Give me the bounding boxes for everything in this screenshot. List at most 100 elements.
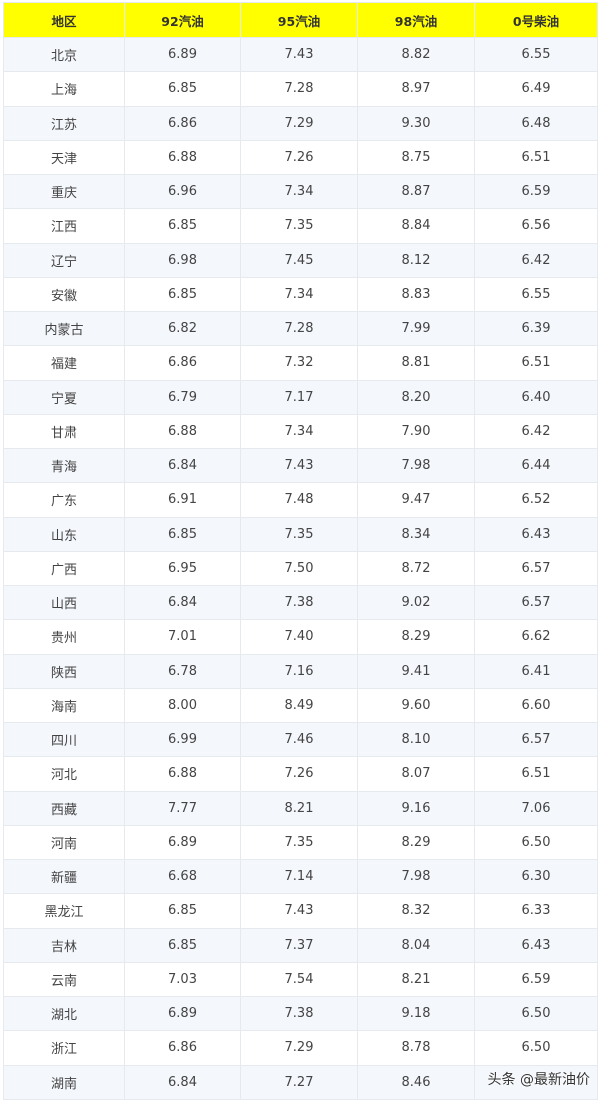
cell-price-92: 6.85	[124, 927, 241, 963]
cell-price-95: 7.43	[240, 36, 358, 73]
cell-price-95: 7.26	[240, 139, 358, 176]
cell-price-98: 8.20	[357, 379, 475, 415]
cell-price-98: 9.41	[357, 653, 475, 689]
cell-price-98: 9.02	[357, 584, 475, 621]
cell-region: 江西	[3, 208, 125, 244]
table-row: 辽宁 6.98 7.45 8.12 6.42	[3, 242, 598, 278]
table-row: 上海 6.85 7.28 8.97 6.49	[3, 71, 598, 107]
table-row: 贵州 7.01 7.40 8.29 6.62	[3, 619, 598, 655]
table-row: 浙江 6.86 7.29 8.78 6.50	[3, 1030, 598, 1066]
header-98: 98汽油	[357, 2, 475, 38]
cell-price-98: 8.46	[357, 1064, 475, 1100]
table-row: 云南 7.03 7.54 8.21 6.59	[3, 961, 598, 998]
cell-price-diesel: 6.51	[474, 345, 598, 381]
cell-price-diesel: 6.55	[474, 36, 598, 73]
cell-price-98: 8.07	[357, 756, 475, 792]
cell-price-95: 8.21	[240, 790, 358, 826]
cell-price-92: 6.85	[124, 516, 241, 552]
cell-region: 陕西	[3, 653, 125, 689]
cell-price-92: 6.68	[124, 858, 241, 895]
table-row: 宁夏 6.79 7.17 8.20 6.40	[3, 379, 598, 415]
table-row: 湖北 6.89 7.38 9.18 6.50	[3, 995, 598, 1032]
cell-price-95: 7.35	[240, 516, 358, 552]
cell-region: 浙江	[3, 1030, 125, 1066]
cell-price-diesel: 6.43	[474, 927, 598, 963]
cell-region: 河北	[3, 756, 125, 792]
cell-price-98: 8.72	[357, 550, 475, 587]
cell-price-92: 6.96	[124, 173, 241, 210]
cell-region: 内蒙古	[3, 310, 125, 347]
cell-price-95: 7.46	[240, 721, 358, 758]
cell-price-98: 8.21	[357, 961, 475, 998]
cell-region: 贵州	[3, 619, 125, 655]
cell-price-92: 6.89	[124, 995, 241, 1032]
cell-price-diesel: 6.41	[474, 653, 598, 689]
table-row: 陕西 6.78 7.16 9.41 6.41	[3, 653, 598, 689]
cell-price-95: 7.28	[240, 71, 358, 107]
cell-price-92: 8.00	[124, 687, 241, 724]
table-row: 河南 6.89 7.35 8.29 6.50	[3, 824, 598, 861]
cell-price-92: 6.84	[124, 584, 241, 621]
cell-region: 宁夏	[3, 379, 125, 415]
cell-region: 江苏	[3, 105, 125, 141]
cell-price-98: 7.90	[357, 413, 475, 450]
cell-region: 湖北	[3, 995, 125, 1032]
cell-price-98: 8.32	[357, 893, 475, 929]
table-row: 西藏 7.77 8.21 9.16 7.06	[3, 790, 598, 826]
cell-price-98: 9.18	[357, 995, 475, 1032]
cell-price-92: 6.84	[124, 447, 241, 484]
cell-price-92: 6.85	[124, 208, 241, 244]
cell-price-92: 6.88	[124, 756, 241, 792]
table-row: 四川 6.99 7.46 8.10 6.57	[3, 721, 598, 758]
cell-price-98: 8.83	[357, 276, 475, 313]
cell-price-92: 6.89	[124, 824, 241, 861]
header-diesel: 0号柴油	[474, 2, 598, 38]
cell-price-diesel: 6.60	[474, 687, 598, 724]
table-row: 湖南 6.84 7.27 8.46	[3, 1064, 598, 1100]
table-row: 江西 6.85 7.35 8.84 6.56	[3, 208, 598, 244]
cell-region: 辽宁	[3, 242, 125, 278]
cell-price-95: 7.37	[240, 927, 358, 963]
cell-price-diesel: 6.33	[474, 893, 598, 929]
table-row: 河北 6.88 7.26 8.07 6.51	[3, 756, 598, 792]
cell-price-95: 7.35	[240, 208, 358, 244]
cell-price-92: 7.77	[124, 790, 241, 826]
cell-region: 海南	[3, 687, 125, 724]
cell-price-92: 6.85	[124, 276, 241, 313]
cell-price-95: 7.48	[240, 482, 358, 518]
cell-region: 福建	[3, 345, 125, 381]
cell-region: 黑龙江	[3, 893, 125, 929]
cell-price-diesel	[474, 1064, 598, 1100]
table-row: 安徽 6.85 7.34 8.83 6.55	[3, 276, 598, 313]
cell-price-92: 6.79	[124, 379, 241, 415]
cell-region: 四川	[3, 721, 125, 758]
cell-price-92: 6.89	[124, 36, 241, 73]
header-region: 地区	[3, 2, 125, 38]
cell-price-92: 6.78	[124, 653, 241, 689]
cell-price-95: 7.17	[240, 379, 358, 415]
cell-region: 天津	[3, 139, 125, 176]
cell-region: 吉林	[3, 927, 125, 963]
cell-price-diesel: 6.57	[474, 550, 598, 587]
cell-price-98: 7.98	[357, 447, 475, 484]
cell-region: 山东	[3, 516, 125, 552]
cell-price-diesel: 6.42	[474, 413, 598, 450]
cell-price-95: 7.29	[240, 105, 358, 141]
cell-price-98: 8.34	[357, 516, 475, 552]
table-row: 重庆 6.96 7.34 8.87 6.59	[3, 173, 598, 210]
cell-region: 河南	[3, 824, 125, 861]
cell-price-95: 7.38	[240, 995, 358, 1032]
cell-price-95: 7.28	[240, 310, 358, 347]
cell-price-95: 7.50	[240, 550, 358, 587]
cell-price-95: 7.26	[240, 756, 358, 792]
cell-price-diesel: 6.30	[474, 858, 598, 895]
cell-region: 北京	[3, 36, 125, 73]
cell-region: 西藏	[3, 790, 125, 826]
cell-price-diesel: 6.50	[474, 995, 598, 1032]
cell-price-diesel: 6.57	[474, 721, 598, 758]
cell-price-diesel: 6.50	[474, 824, 598, 861]
table-row: 北京 6.89 7.43 8.82 6.55	[3, 36, 598, 73]
table-row: 天津 6.88 7.26 8.75 6.51	[3, 139, 598, 176]
cell-price-diesel: 6.43	[474, 516, 598, 552]
table-row: 海南 8.00 8.49 9.60 6.60	[3, 687, 598, 724]
